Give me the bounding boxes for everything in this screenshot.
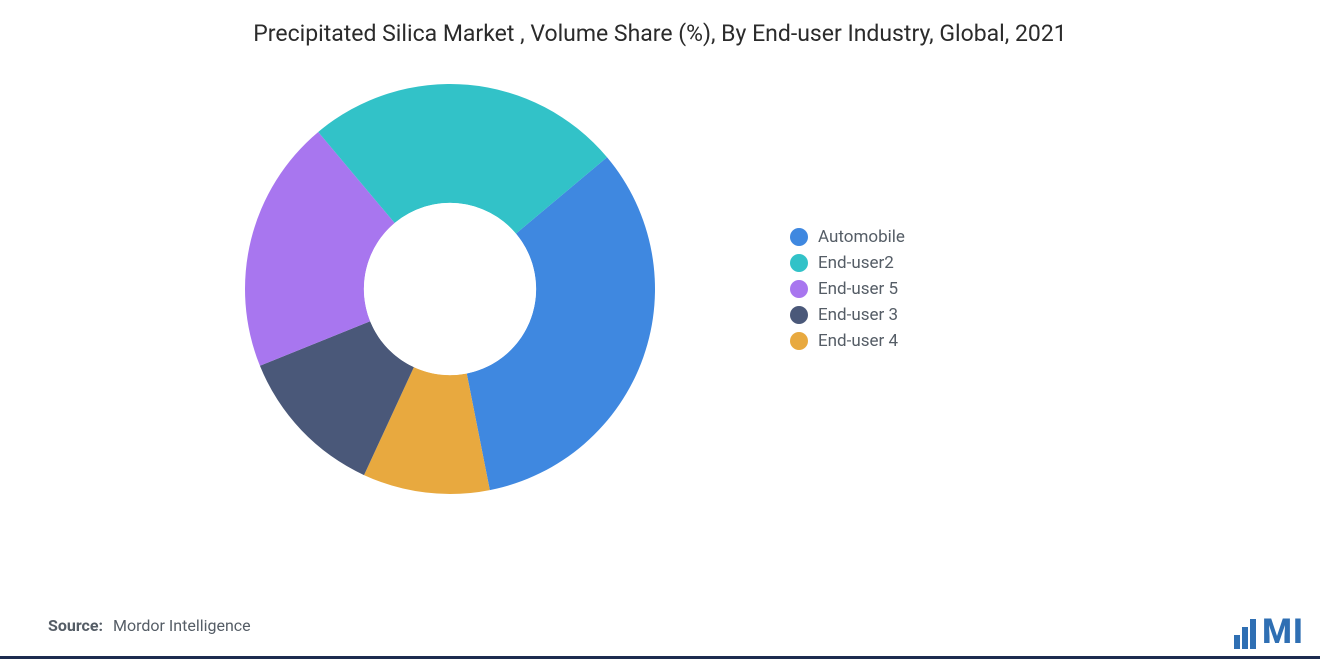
legend-swatch-icon (790, 280, 808, 298)
logo-text: MI (1262, 615, 1304, 649)
chart-title: Precipitated Silica Market , Volume Shar… (0, 0, 1320, 49)
logo-bar-icon (1234, 635, 1240, 649)
legend-item: Automobile (790, 227, 905, 247)
source-value: Mordor Intelligence (113, 616, 251, 635)
legend-label: Automobile (818, 227, 905, 247)
legend-item: End-user 5 (790, 279, 905, 299)
brand-logo: MI (1234, 615, 1304, 649)
source-label: Source: (48, 616, 103, 635)
legend-swatch-icon (790, 332, 808, 350)
legend-item: End-user2 (790, 253, 905, 273)
legend-swatch-icon (790, 228, 808, 246)
legend-swatch-icon (790, 254, 808, 272)
donut-hole (364, 203, 536, 375)
legend-label: End-user2 (818, 253, 894, 273)
legend-label: End-user 3 (818, 305, 898, 325)
source-line: Source: Mordor Intelligence (48, 616, 251, 635)
chart-area: Automobile End-user2 End-user 5 End-user 3 E… (0, 69, 1320, 509)
logo-bar-icon (1242, 627, 1248, 649)
donut-svg (230, 69, 670, 509)
logo-bar-icon (1250, 619, 1256, 649)
legend-item: End-user 3 (790, 305, 905, 325)
chart-legend: Automobile End-user2 End-user 5 End-user 3 E… (790, 227, 905, 351)
bottom-divider (0, 656, 1320, 659)
donut-chart (230, 69, 670, 509)
legend-label: End-user 5 (818, 279, 898, 299)
legend-swatch-icon (790, 306, 808, 324)
legend-label: End-user 4 (818, 331, 898, 351)
legend-item: End-user 4 (790, 331, 905, 351)
